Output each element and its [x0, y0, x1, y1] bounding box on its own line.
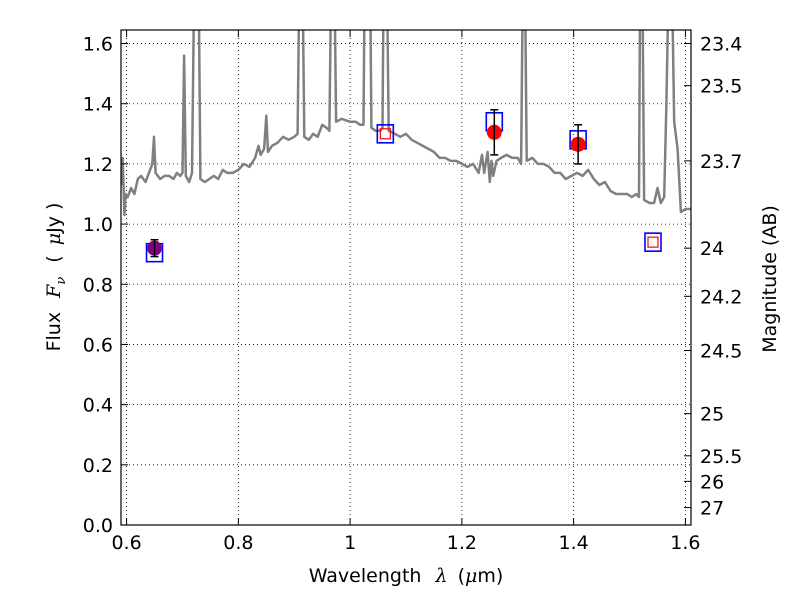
- plot-frame: [120, 29, 692, 526]
- x-axis-title-mu: μ: [465, 565, 477, 587]
- x-axis-title-symbol: λ: [434, 565, 447, 587]
- y2-tick-label: 23.7: [700, 151, 742, 173]
- y-tick-label: 0.6: [83, 334, 113, 356]
- axis-ticks: 0.6 0.8 1 1.2 1.4 1.6 0.0 0.2 0.4 0.6 0.8 1.0 1.2 1.4…: [83, 30, 742, 554]
- y-axis-title-mu: μ: [43, 233, 65, 245]
- limit-square: [379, 128, 391, 140]
- x-axis-title: Wavelength λ (μm): [309, 565, 504, 587]
- y2-axis-title: Magnitude (AB): [759, 205, 781, 353]
- y2-tick-label: 24.2: [700, 286, 742, 308]
- y2-tick-label: 25: [700, 404, 724, 426]
- y2-tick-label: 25.5: [700, 446, 742, 468]
- y-axis-title: Flux Fν ( μJy ): [43, 203, 70, 352]
- y-tick-label: 0.2: [83, 455, 113, 477]
- y-tick-label: 0.0: [83, 515, 113, 537]
- model-photometry-square: [644, 232, 662, 252]
- y2-tick-label: 27: [700, 498, 724, 520]
- y2-tick-label: 24.5: [700, 340, 742, 362]
- x-axis-title-open: (: [458, 565, 465, 587]
- model-photometry-square: [376, 124, 395, 144]
- y2-tick-label: 23.4: [700, 34, 742, 56]
- x-tick-label: 1.2: [447, 532, 477, 554]
- y-axis-title-prefix: Flux: [43, 312, 65, 352]
- y-tick-label: 0.8: [83, 274, 113, 296]
- y2-tick-label: 24: [700, 238, 724, 260]
- y-axis-title-unit: Jy ): [43, 203, 65, 234]
- y-tick-label: 1.2: [83, 154, 113, 176]
- x-axis-title-unit: m): [477, 565, 503, 587]
- x-axis-title-prefix: Wavelength: [309, 565, 422, 587]
- y-axis-title-subscript: ν: [54, 277, 69, 285]
- limit-square: [647, 236, 659, 248]
- plot-background: [121, 30, 691, 525]
- x-tick-label: 1.4: [559, 532, 589, 554]
- data-markers: [145, 108, 662, 263]
- y-tick-label: 1.4: [83, 94, 113, 116]
- y2-tick-label: 23.5: [700, 76, 742, 98]
- x-tick-label: 0.8: [223, 532, 253, 554]
- x-tick-label: 1: [344, 532, 356, 554]
- y2-tick-label: 26: [700, 471, 724, 493]
- y-tick-label: 0.4: [83, 395, 113, 417]
- y-tick-label: 1.6: [83, 34, 113, 56]
- y-tick-label: 1.0: [83, 214, 113, 236]
- y-axis-title-symbol: F: [43, 284, 65, 299]
- x-tick-label: 1.6: [670, 532, 700, 554]
- x-tick-label: 0.6: [111, 532, 141, 554]
- y-axis-title-open: (: [43, 255, 65, 262]
